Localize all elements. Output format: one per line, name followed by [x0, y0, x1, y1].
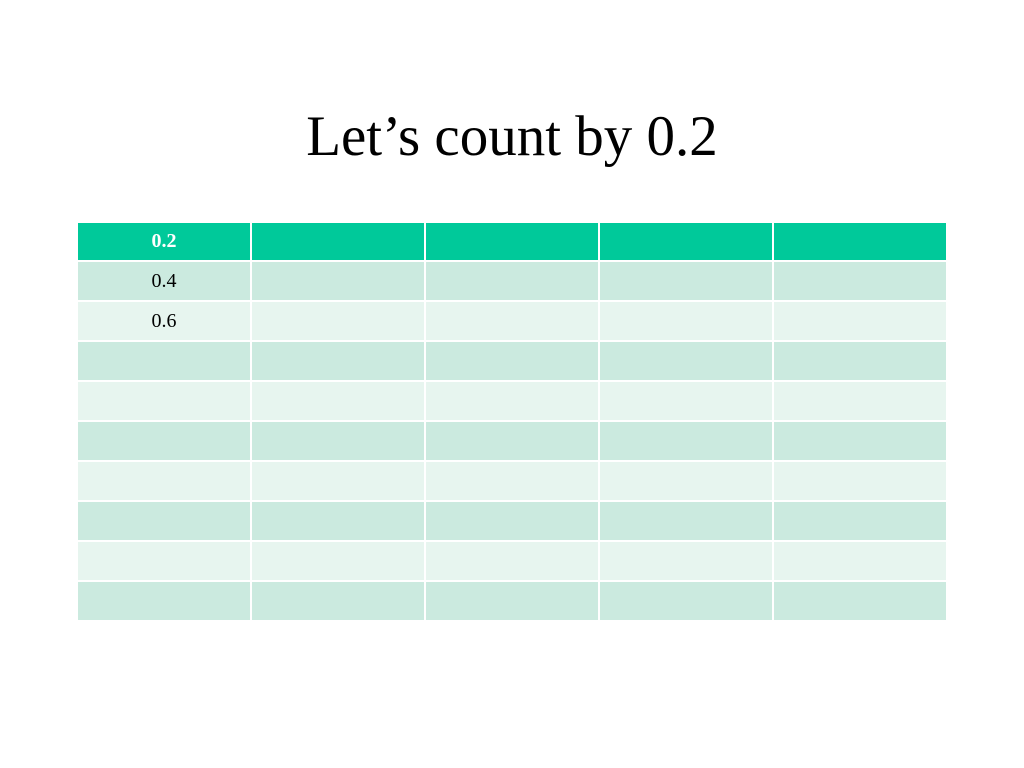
table-cell [424, 300, 600, 342]
header-cell: 0.2 [76, 221, 252, 262]
table-row: 0.4 [76, 260, 948, 302]
header-row: 0.2 [76, 221, 948, 262]
table-cell [598, 260, 774, 302]
table-cell [598, 340, 774, 382]
table-cell [76, 540, 252, 582]
table-cell [76, 460, 252, 502]
table-cell [772, 460, 948, 502]
table-row [76, 500, 948, 542]
table-cell [250, 460, 426, 502]
table-cell [772, 500, 948, 542]
header-cell [598, 221, 774, 262]
table-cell [76, 580, 252, 622]
table-cell [250, 260, 426, 302]
table-cell [250, 420, 426, 462]
table-cell [772, 380, 948, 422]
table-row: 0.6 [76, 300, 948, 342]
table-cell [772, 260, 948, 302]
table-cell [424, 340, 600, 382]
table-row [76, 460, 948, 502]
table-cell [598, 500, 774, 542]
header-cell [424, 221, 600, 262]
table-cell [424, 260, 600, 302]
table-cell [772, 420, 948, 462]
table-cell [598, 300, 774, 342]
table-cell [250, 380, 426, 422]
count-table: 0.2 0.4 0.6 [76, 221, 948, 622]
table-cell [772, 580, 948, 622]
table-cell [250, 580, 426, 622]
table-cell [598, 580, 774, 622]
table-cell [424, 460, 600, 502]
table-cell [250, 340, 426, 382]
slide-title: Let’s count by 0.2 [306, 105, 718, 168]
header-cell [772, 221, 948, 262]
table-cell [598, 380, 774, 422]
table-row [76, 380, 948, 422]
table-cell [772, 300, 948, 342]
table-cell [424, 500, 600, 542]
table-cell [76, 380, 252, 422]
table-cell [76, 500, 252, 542]
table-row [76, 540, 948, 582]
table-cell [250, 300, 426, 342]
table-row [76, 340, 948, 382]
table-cell [772, 340, 948, 382]
table-cell [598, 460, 774, 502]
table-cell [250, 500, 426, 542]
table-cell [772, 540, 948, 582]
table-cell [76, 420, 252, 462]
table-cell [424, 420, 600, 462]
table-row [76, 420, 948, 462]
table-cell: 0.6 [76, 300, 252, 342]
table-cell [424, 580, 600, 622]
table-cell [76, 340, 252, 382]
table-cell [250, 540, 426, 582]
table-cell: 0.4 [76, 260, 252, 302]
table-cell [424, 380, 600, 422]
header-cell [250, 221, 426, 262]
table-row [76, 580, 948, 622]
table-cell [598, 420, 774, 462]
table-cell [598, 540, 774, 582]
table-cell [424, 540, 600, 582]
